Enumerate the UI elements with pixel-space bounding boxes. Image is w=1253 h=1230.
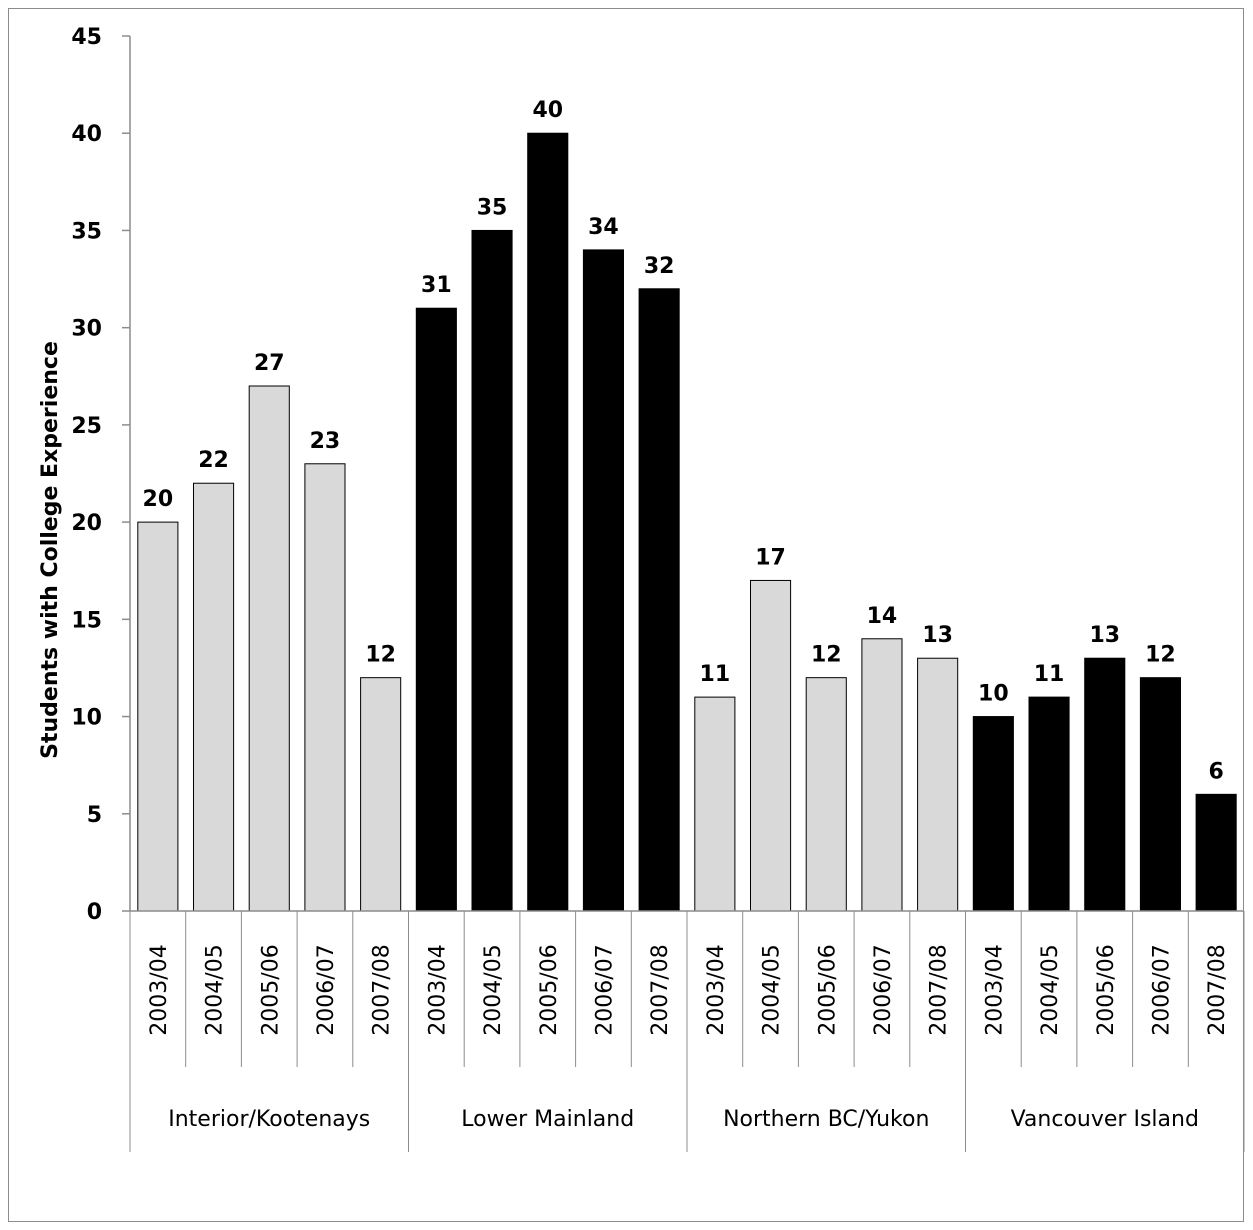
data-label: 34 — [588, 215, 619, 240]
x-tick-label: 2006/07 — [871, 944, 896, 1035]
x-tick-label: 2004/05 — [203, 944, 228, 1035]
y-tick-label: 20 — [71, 511, 102, 536]
x-tick-label: 2007/08 — [648, 944, 673, 1035]
y-tick-label: 35 — [71, 219, 102, 244]
y-axis-title: Students with College Experience — [38, 341, 63, 759]
x-tick-label: 2003/04 — [982, 944, 1007, 1035]
bar — [248, 385, 290, 912]
bar — [694, 696, 736, 912]
y-tick-label: 10 — [71, 706, 102, 731]
y-tick-label: 40 — [71, 122, 102, 147]
bar — [805, 677, 847, 912]
y-tick-label: 30 — [71, 317, 102, 342]
data-label: 11 — [1034, 662, 1065, 687]
data-label: 14 — [867, 604, 898, 629]
x-tick-label: 2003/04 — [147, 944, 172, 1035]
x-tick-label: 2003/04 — [704, 944, 729, 1035]
data-label: 20 — [143, 487, 174, 512]
data-label: 12 — [1145, 643, 1176, 668]
y-tick-label: 5 — [87, 803, 102, 828]
x-tick-label: 2006/07 — [314, 944, 339, 1035]
data-label: 31 — [421, 273, 452, 298]
y-tick-label: 45 — [71, 25, 102, 50]
x-tick-label: 2004/05 — [481, 944, 506, 1035]
bar — [582, 249, 625, 912]
x-tick-label: 2007/08 — [927, 944, 952, 1035]
bars: 20 22 27 23 12 31 35 40 34 32 11 17 12 14 13 10 11 13 12 6 — [137, 98, 1237, 912]
bar — [749, 579, 792, 912]
bar — [471, 229, 513, 912]
bar — [304, 463, 346, 912]
data-label: 35 — [477, 195, 508, 220]
group-label: Lower Mainland — [461, 1107, 634, 1132]
bar — [360, 677, 402, 912]
data-label: 12 — [365, 643, 396, 668]
data-label: 22 — [198, 448, 229, 473]
x-tick-label: 2003/04 — [425, 944, 450, 1035]
bar — [1028, 696, 1070, 912]
data-label: 23 — [310, 429, 341, 454]
bar — [917, 657, 959, 912]
data-label: 17 — [755, 545, 786, 570]
data-label: 40 — [532, 98, 563, 123]
data-label: 11 — [700, 662, 731, 687]
bar — [1195, 793, 1237, 912]
bar — [415, 307, 457, 912]
bar — [527, 132, 569, 912]
x-axis: 2003/04 2004/05 2005/06 2006/07 2007/08 Inter… — [129, 910, 1245, 1152]
y-axis: 0 5 10 15 20 25 30 35 40 45 — [71, 25, 131, 925]
y-tick-label: 25 — [71, 414, 102, 439]
bar — [638, 288, 680, 912]
group-label: Interior/Kootenays — [168, 1107, 370, 1132]
x-tick-label: 2005/06 — [1094, 944, 1119, 1035]
x-tick-label: 2004/05 — [1038, 944, 1063, 1035]
group-label: Vancouver Island — [1011, 1107, 1199, 1132]
x-tick-label: 2005/06 — [815, 944, 840, 1035]
x-tick-label: 2007/08 — [1205, 944, 1230, 1035]
x-tick-label: 2006/07 — [1149, 944, 1174, 1035]
x-tick-label: 2007/08 — [370, 944, 395, 1035]
group-label: Northern BC/Yukon — [723, 1107, 929, 1132]
bar — [192, 482, 235, 912]
data-label: 12 — [811, 643, 842, 668]
data-label: 13 — [922, 623, 953, 648]
data-label: 6 — [1208, 759, 1223, 784]
y-tick-label: 15 — [71, 608, 102, 633]
data-label: 32 — [644, 254, 675, 279]
x-tick-label: 2004/05 — [760, 944, 785, 1035]
bar — [861, 638, 903, 912]
bar — [137, 521, 179, 912]
bar — [1139, 677, 1182, 912]
data-label: 13 — [1089, 623, 1120, 648]
data-label: 10 — [978, 682, 1009, 707]
x-tick-label: 2005/06 — [258, 944, 283, 1035]
x-tick-label: 2006/07 — [592, 944, 617, 1035]
y-tick-label: 0 — [87, 900, 102, 925]
data-label: 27 — [254, 351, 285, 376]
bar — [1084, 657, 1126, 912]
x-tick-label: 2005/06 — [537, 944, 562, 1035]
bar — [972, 716, 1014, 912]
